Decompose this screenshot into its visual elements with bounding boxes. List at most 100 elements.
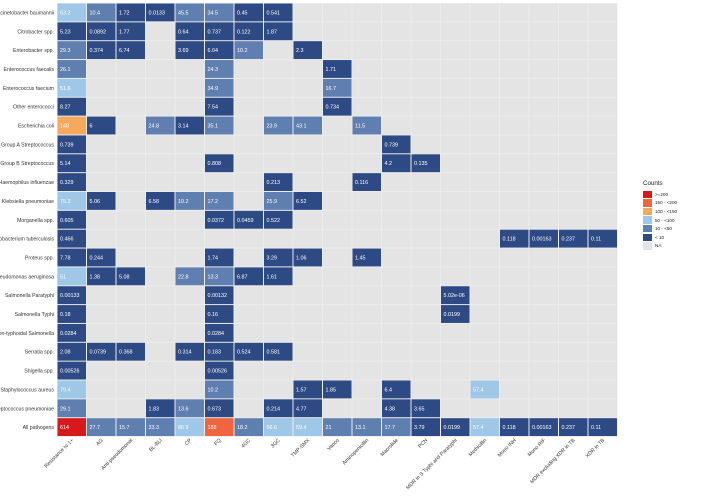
na-cell [588,305,617,323]
cell-label: 1.57 [296,387,307,393]
cell-label: 5.14 [60,161,71,167]
row-tick-label: All pathogens [23,425,55,431]
cell-label: 10.2 [178,199,189,205]
row-tick-label: Citrobacter spp. [17,29,54,35]
heatmap-cell [205,267,234,286]
cell-label: 5.02e-06 [444,293,465,299]
na-cell [470,361,499,380]
na-cell [441,361,470,380]
cell-label: 0.00163 [532,237,552,243]
legend-label: 10 - <50 [655,226,672,232]
cell-label: 1.45 [355,255,366,261]
cell-label: 0.11 [591,425,601,431]
na-cell [411,248,440,267]
na-cell [500,286,529,305]
legend-label: 150 - <200 [655,200,678,206]
cell-label: 4.77 [296,406,307,412]
cell-label: 1.77 [119,29,130,35]
na-cell [470,229,499,248]
cell-label: 7.54 [208,105,219,111]
na-cell [323,210,352,229]
na-cell [264,380,293,399]
na-cell [87,210,116,229]
na-cell [411,267,440,286]
na-cell [146,286,175,305]
na-cell [116,154,145,173]
heatmap-cell [205,192,234,210]
na-cell [293,173,322,191]
na-cell [559,3,588,22]
na-cell [411,60,440,78]
cell-label: 1.83 [149,406,160,412]
row-tick-label: Serratia spp. [25,350,54,356]
na-cell [382,267,411,286]
na-cell [500,154,529,173]
na-cell [323,116,352,135]
na-cell [146,173,175,191]
heatmap-cell [234,22,263,41]
na-cell [588,173,617,191]
na-cell [87,361,116,380]
column-tick-label: Mono INH [497,438,518,459]
na-cell [352,323,381,342]
na-cell [234,286,263,305]
na-cell [116,380,145,399]
na-cell [87,229,116,248]
cell-label: 24.8 [149,124,160,130]
column-tick-label: 4GC [240,438,252,450]
na-cell [411,22,440,41]
na-cell [441,116,470,135]
na-cell [559,361,588,380]
na-cell [500,248,529,267]
na-cell [234,323,263,342]
column-tick-label: TMP-SMX [290,437,312,459]
column-tick-label: Vanco [326,438,340,452]
cell-label: 10.4 [90,10,101,16]
na-cell [323,135,352,154]
na-cell [382,342,411,361]
na-cell [470,173,499,191]
cell-label: 51.6 [60,86,71,92]
cell-label: 13.6 [178,406,189,412]
na-cell [559,154,588,173]
heatmap-cell [411,418,440,437]
na-cell [470,286,499,305]
legend-swatch [643,233,652,242]
na-cell [382,78,411,97]
cell-label: 0.244 [90,255,104,261]
na-cell [470,210,499,229]
heatmap-cell [205,60,234,78]
na-cell [146,60,175,78]
heatmap-cell [470,380,499,399]
na-cell [529,116,558,135]
na-cell [559,116,588,135]
heatmap-cell [411,154,440,173]
na-cell [234,305,263,323]
na-cell [588,267,617,286]
heatmap-cell [205,286,234,305]
row-tick-label: Haemophilus influenzae [0,180,54,186]
cell-label: 51 [60,274,66,280]
na-cell [588,135,617,154]
na-cell [411,342,440,361]
na-cell [116,135,145,154]
row-tick-label: Enterobacter spp. [13,48,54,54]
heatmap-cell [146,418,175,437]
heatmap-cell [441,305,470,323]
na-cell [234,380,263,399]
na-cell [293,154,322,173]
row-tick-label: Escherichia coli [18,124,54,130]
na-cell [529,380,558,399]
cell-label: 57.4 [473,387,484,393]
na-cell [588,116,617,135]
na-cell [441,41,470,60]
cell-label: 43.1 [296,124,307,130]
na-cell [411,229,440,248]
na-cell [470,154,499,173]
na-cell [382,192,411,210]
column-tick-label: FQ [213,438,222,447]
na-cell [470,248,499,267]
na-cell [441,229,470,248]
na-cell [205,173,234,191]
na-cell [146,41,175,60]
